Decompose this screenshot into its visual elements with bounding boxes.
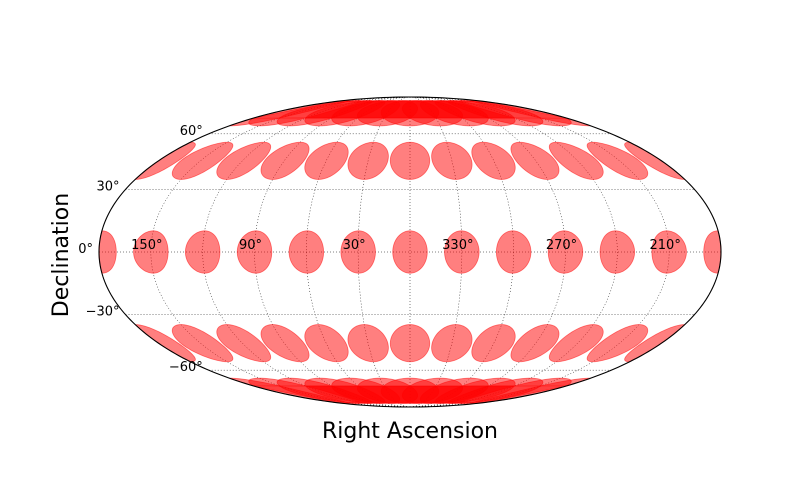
sky-marker bbox=[347, 324, 389, 363]
sky-marker bbox=[216, 141, 272, 180]
x-axis-label: Right Ascension bbox=[322, 419, 498, 444]
sky-marker bbox=[392, 230, 428, 274]
tick-label-layer: 150° 90° 30° 330° 270° 210° 60° 30° 0° −30° −60° bbox=[78, 124, 681, 375]
sky-marker bbox=[133, 230, 169, 274]
sky-marker bbox=[510, 141, 560, 180]
sky-marker bbox=[340, 230, 376, 274]
sky-marker bbox=[548, 324, 604, 363]
sky-marker bbox=[389, 324, 431, 363]
sky-marker bbox=[471, 141, 516, 180]
sky-marker bbox=[260, 324, 310, 363]
sky-marker bbox=[547, 230, 584, 274]
sky-marker bbox=[586, 141, 649, 180]
sky-marker bbox=[444, 230, 480, 274]
sky-marker bbox=[260, 141, 310, 180]
ra-tick-label: 210° bbox=[650, 238, 681, 253]
ra-tick-label: 150° bbox=[131, 238, 162, 253]
dec-tick-label: 60° bbox=[180, 124, 203, 139]
sky-marker bbox=[184, 230, 221, 274]
sky-marker bbox=[389, 141, 431, 180]
ra-tick-label: 330° bbox=[442, 238, 473, 253]
marker-layer bbox=[98, 99, 722, 405]
sky-marker bbox=[98, 230, 117, 274]
sky-marker bbox=[495, 230, 532, 274]
sky-marker bbox=[347, 141, 389, 180]
dec-tick-label: 30° bbox=[96, 179, 119, 194]
sky-marker bbox=[586, 324, 649, 363]
sky-marker bbox=[304, 141, 349, 180]
ra-tick-label: 270° bbox=[546, 238, 577, 253]
ra-tick-label: 90° bbox=[239, 238, 262, 253]
sky-marker bbox=[548, 141, 604, 180]
sky-marker bbox=[599, 230, 636, 274]
sky-marker bbox=[304, 324, 349, 363]
sky-marker bbox=[171, 324, 234, 363]
projection-boundary bbox=[98, 96, 722, 408]
sky-marker bbox=[216, 324, 272, 363]
y-axis-label: Declination bbox=[49, 193, 74, 317]
sky-marker bbox=[256, 377, 572, 405]
sky-marker bbox=[171, 141, 234, 180]
sky-marker bbox=[431, 324, 473, 363]
ra-tick-label: 30° bbox=[343, 238, 366, 253]
sky-marker bbox=[236, 230, 273, 274]
dec-tick-label: −30° bbox=[86, 305, 120, 320]
sky-marker bbox=[651, 230, 687, 274]
sky-marker bbox=[510, 324, 560, 363]
sky-marker bbox=[288, 230, 325, 274]
dec-tick-label: 0° bbox=[78, 242, 93, 257]
sky-marker bbox=[431, 141, 473, 180]
sky-marker bbox=[471, 324, 516, 363]
dec-tick-label: −60° bbox=[169, 360, 203, 375]
sky-marker bbox=[256, 99, 572, 127]
sky-marker bbox=[703, 230, 722, 274]
